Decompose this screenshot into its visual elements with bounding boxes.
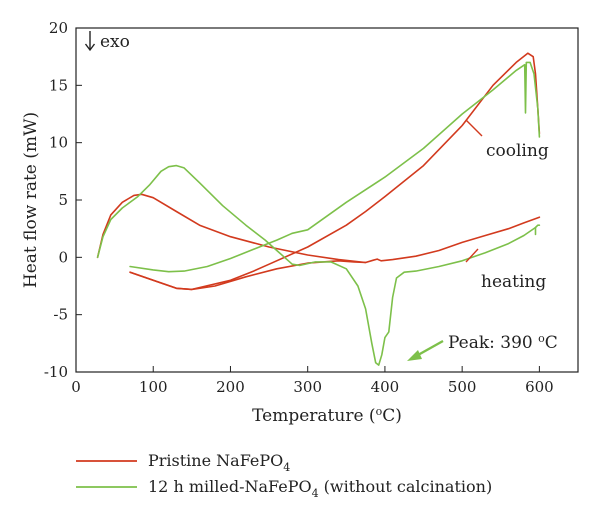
series-layer [96, 52, 541, 366]
heating-leader-line [465, 248, 479, 263]
y-axis-title: Heat flow rate (mW) [21, 112, 41, 288]
y-tick-label: 15 [49, 76, 68, 94]
x-tick-label: 100 [139, 378, 168, 396]
x-tick-label: 400 [371, 378, 400, 396]
series-1-warmup-line [96, 164, 537, 366]
exo-label: exo [100, 32, 130, 52]
cooling-leader-line [465, 119, 483, 137]
series-0-heating-line [129, 216, 541, 291]
x-tick-label: 500 [448, 378, 477, 396]
y-tick-label: -10 [44, 363, 68, 381]
peak-arrow-icon [407, 350, 422, 361]
peak-label: Peak: 390 oC [448, 332, 558, 353]
series-1-heating-line [129, 232, 294, 273]
legend-label-milled: 12 h milled-NaFePO4 (without calcination… [148, 477, 492, 500]
plot-frame [75, 27, 579, 373]
x-tick-label: 200 [216, 378, 245, 396]
exo-annotation: exo [84, 31, 130, 52]
legend-label-pristine: Pristine NaFePO4 [148, 451, 290, 474]
cooling-annotation: cooling [465, 119, 549, 161]
axes-layer: 0 100 200 300 400 500 600 -10 -5 0 5 10 15 20 [44, 19, 554, 396]
heating-annotation: heating [465, 248, 546, 292]
series-0-warmup-line [96, 193, 367, 264]
plot-area [75, 27, 579, 373]
x-tick-label: 300 [293, 378, 322, 396]
x-tick-label: 0 [71, 378, 81, 396]
series-1-cooling-line [534, 224, 541, 236]
y-tick-label: 0 [58, 248, 68, 266]
y-tick-label: 20 [49, 19, 68, 37]
peak-annotation: Peak: 390 oC [407, 332, 558, 361]
heating-label: heating [481, 272, 546, 292]
series-0-cooling-line [129, 52, 541, 291]
legend: Pristine NaFePO4 12 h milled-NaFePO4 (wi… [76, 451, 492, 500]
y-tick-label: -5 [53, 306, 68, 324]
x-tick-label: 600 [525, 378, 554, 396]
y-tick-label: 5 [58, 191, 68, 209]
down-arrowhead-icon [84, 43, 96, 52]
series-1-top-line [291, 61, 541, 235]
cooling-label: cooling [486, 141, 549, 161]
y-tick-label: 10 [49, 134, 68, 152]
peak-arrow-shaft [417, 339, 444, 357]
x-axis-title: Temperature (oC) [252, 405, 402, 426]
